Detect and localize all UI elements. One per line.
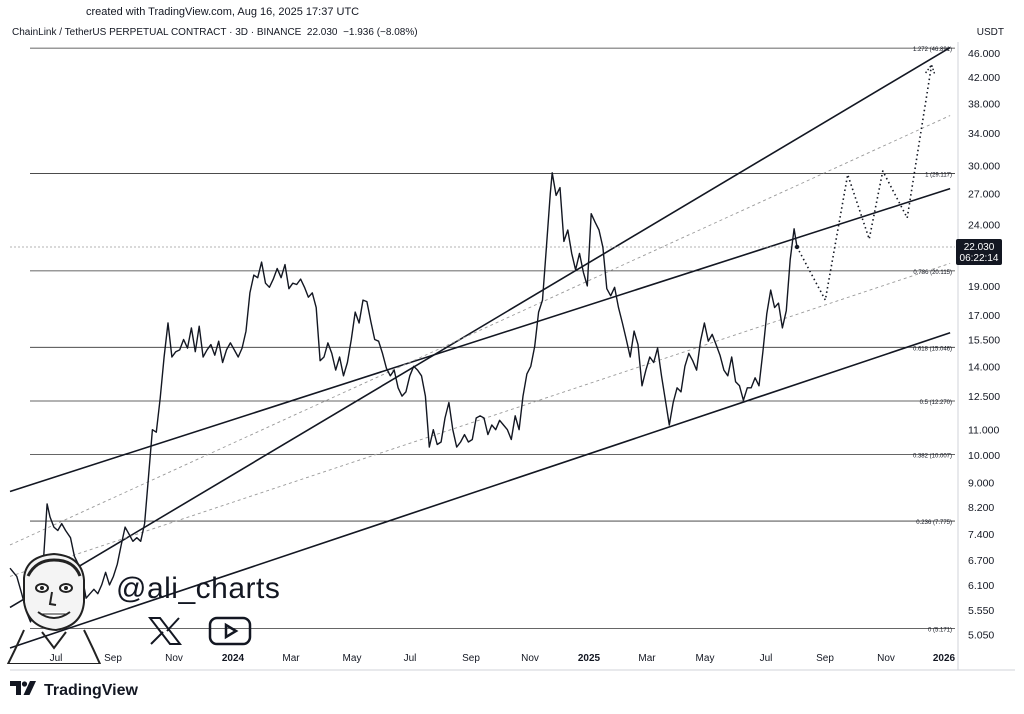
fib-retracement-layer: 1.272 (46.891) 1 (29.117) 0.786 (20.115) 0.… [30, 47, 955, 633]
x-tick-label: Jul [760, 653, 773, 664]
y-tick-label: 27.000 [968, 188, 1000, 200]
x-tick-label: Mar [638, 653, 656, 664]
y-tick-label: 10.000 [968, 450, 1000, 462]
channel-line [9, 46, 951, 609]
y-tick-label: 6.700 [968, 555, 994, 567]
instrument-name: ChainLink / TetherUS PERPETUAL CONTRACT … [12, 27, 302, 38]
x-tick-label: Sep [816, 653, 834, 664]
x-tick-label: 2024 [222, 653, 245, 664]
price-badge-countdown: 06:22:14 [960, 253, 999, 264]
series-layer [9, 63, 936, 623]
tradingview-wordmark: TradingView [44, 681, 138, 699]
y-tick-label: 9.000 [968, 478, 994, 490]
x-tick-label: Jul [50, 653, 63, 664]
channel-line [9, 332, 951, 649]
fib-level-label: 1 (29.117) [925, 173, 952, 179]
x-tick-label: Sep [104, 653, 122, 664]
y-tick-label: 15.500 [968, 334, 1000, 346]
youtube-icon [208, 616, 252, 651]
y-tick-label: 12.500 [968, 391, 1000, 403]
x-tick-label: May [343, 653, 362, 664]
created-with-note: created with TradingView.com, Aug 16, 20… [86, 6, 360, 18]
channel-midline [9, 262, 951, 577]
y-tick-label: 34.000 [968, 128, 1000, 140]
fib-level-label: 0.236 (7.775) [916, 520, 952, 526]
price-badge-box [956, 239, 1002, 265]
watermark-handle: @ali_charts [116, 572, 281, 605]
x-tick-label: Nov [877, 653, 895, 664]
fib-level-label: 1.272 (46.891) [913, 47, 952, 53]
x-tick-label: Nov [165, 653, 183, 664]
y-tick-label: 5.550 [968, 605, 994, 617]
y-tick-label: 11.000 [968, 425, 999, 437]
y-tick-label: 46.000 [968, 48, 1000, 60]
price-series-line [9, 172, 798, 623]
channel-midline [9, 115, 951, 546]
x-tick-label: Nov [521, 653, 539, 664]
instrument-price: 22.030 [306, 27, 338, 38]
y-tick-label: 7.400 [968, 529, 994, 541]
fib-level-label: 0.786 (20.115) [913, 270, 952, 276]
x-tick-label: 2026 [933, 653, 956, 664]
y-tick-label: 24.000 [968, 219, 1000, 231]
y-tick-label: 38.000 [968, 98, 1000, 110]
y-tick-label: 19.000 [968, 281, 1000, 293]
last-price-point [794, 244, 800, 250]
fib-level-label: 0.382 (10.007) [913, 454, 952, 460]
x-tick-label: 2025 [578, 653, 601, 664]
currency-label: USDT [976, 27, 1004, 38]
channel-layer [9, 46, 955, 649]
fib-level-label: 0.618 (15.046) [913, 346, 952, 352]
x-tick-label: Jul [404, 653, 417, 664]
projection-arrowhead [925, 63, 936, 75]
x-tick-label: May [696, 653, 715, 664]
social-icons [147, 616, 252, 651]
x-tick-label: Sep [462, 653, 480, 664]
y-tick-label: 6.100 [968, 580, 994, 592]
y-tick-label: 14.000 [968, 361, 1000, 373]
tradingview-logo-icon [10, 680, 38, 701]
y-tick-label: 42.000 [968, 72, 1000, 84]
instrument-change: −1.936 (−8.08%) [343, 27, 418, 38]
avatar-caricature-icon [6, 548, 102, 669]
y-tick-label: 17.000 [968, 310, 1000, 322]
x-tick-label: Mar [282, 653, 300, 664]
price-badge-value: 22.030 [964, 242, 995, 253]
y-tick-label: 5.050 [968, 630, 994, 642]
projection-path [796, 64, 933, 301]
instrument-header: ChainLink / TetherUS PERPETUAL CONTRACT … [12, 27, 418, 38]
y-tick-label: 30.000 [968, 161, 1000, 173]
axis-layer: 46.000 42.000 38.000 34.000 30.000 27.000 24.0… [10, 42, 1015, 671]
fib-level-label: 0 (5.171) [928, 627, 952, 633]
y-tick-label: 8.200 [968, 502, 994, 514]
x-icon [147, 616, 183, 651]
tradingview-brand: TradingView [10, 680, 138, 701]
price-badge: 22.030 06:22:14 [956, 239, 1002, 265]
fib-level-label: 0.5 (12.270) [920, 400, 952, 406]
